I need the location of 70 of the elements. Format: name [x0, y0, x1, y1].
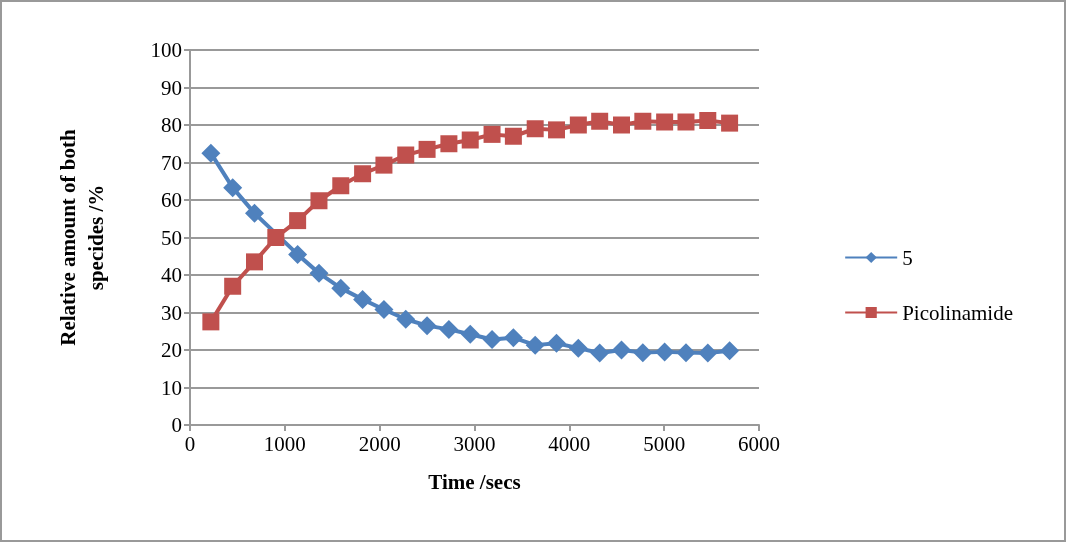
- point: [288, 244, 308, 264]
- point: [202, 313, 220, 331]
- point: [548, 121, 566, 139]
- point: [289, 212, 307, 230]
- y-axis-title: Relative amount of both specides /%: [56, 128, 108, 346]
- point: [590, 343, 610, 363]
- point: [460, 324, 480, 344]
- point: [676, 343, 696, 363]
- point: [396, 309, 416, 329]
- point: [699, 112, 717, 129]
- point: [504, 127, 522, 145]
- y-tick-label: 20: [161, 338, 182, 362]
- y-tick-label: 60: [161, 188, 182, 212]
- point: [224, 277, 242, 295]
- point: [611, 340, 631, 360]
- point: [503, 328, 523, 348]
- point: [698, 343, 718, 363]
- y-tick-label: 70: [161, 150, 182, 175]
- x-tick-label: 4000: [548, 431, 591, 456]
- point: [483, 125, 501, 143]
- point: [331, 278, 351, 298]
- point: [397, 146, 415, 164]
- x-tick-label: 2000: [358, 431, 401, 456]
- point: [461, 131, 479, 149]
- y-tick-label: 40: [161, 263, 182, 287]
- point: [677, 113, 695, 131]
- point: [353, 289, 373, 309]
- y-tick-label: 100: [150, 38, 182, 62]
- point: [547, 333, 567, 353]
- point: [720, 341, 740, 361]
- point: [526, 120, 544, 138]
- point: [375, 156, 393, 174]
- y-tick-label: 0: [171, 413, 182, 437]
- x-tick-label: 3000: [453, 431, 496, 456]
- point: [721, 114, 739, 132]
- point: [418, 140, 436, 158]
- legend-label: 5: [902, 245, 913, 270]
- point: [612, 116, 630, 134]
- y-tick-label: 10: [161, 375, 182, 400]
- point: [633, 343, 653, 363]
- y-tick-label: 30: [161, 300, 182, 325]
- x-tick-label: 5000: [643, 431, 686, 456]
- point: [482, 330, 502, 349]
- point: [354, 165, 372, 183]
- point: [417, 316, 437, 336]
- legend-label: Picolinamide: [902, 300, 1014, 325]
- point: [201, 143, 221, 163]
- point: [309, 263, 329, 283]
- point: [267, 229, 285, 246]
- y-tick-label: 80: [161, 113, 182, 137]
- point: [656, 113, 674, 131]
- point: [245, 253, 263, 271]
- x-axis-title: Time /secs: [428, 469, 521, 494]
- y-tick-label: 90: [161, 75, 182, 100]
- point: [568, 338, 588, 358]
- point: [591, 112, 609, 130]
- point: [439, 319, 459, 339]
- point: [374, 300, 394, 319]
- point: [223, 178, 243, 198]
- point: [332, 177, 350, 195]
- point: [244, 203, 264, 223]
- point: [569, 116, 587, 134]
- x-tick-label: 1000: [263, 431, 306, 456]
- x-tick-label: 6000: [738, 431, 780, 456]
- point: [440, 135, 458, 153]
- point: [634, 112, 652, 130]
- point: [655, 342, 675, 362]
- point: [310, 192, 328, 210]
- y-tick-label: 50: [161, 225, 182, 250]
- point: [525, 335, 545, 355]
